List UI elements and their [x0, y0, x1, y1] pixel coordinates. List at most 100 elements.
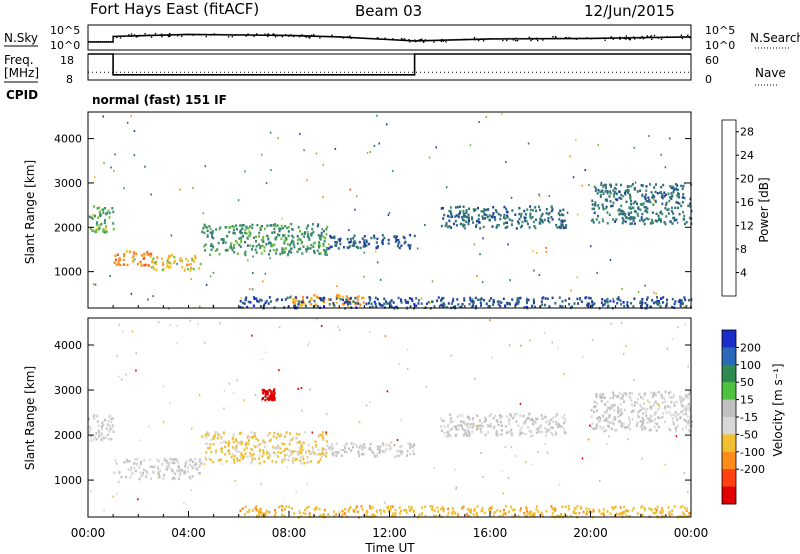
velocity-cell — [627, 510, 630, 513]
velocity-cell — [661, 507, 663, 510]
velocity-cell — [277, 432, 279, 436]
power-cell — [387, 214, 390, 216]
velocity-cell — [219, 458, 222, 461]
noise-point — [192, 34, 194, 36]
velocity-cell — [235, 450, 238, 453]
power-cell — [375, 305, 378, 308]
power-cell — [440, 207, 443, 210]
power-cell — [323, 305, 325, 308]
velocity-cell — [239, 457, 242, 460]
power-cell — [334, 244, 337, 247]
power-cell — [558, 218, 561, 221]
velocity-cell — [624, 509, 627, 512]
power-cell — [280, 237, 283, 241]
power-cell — [364, 245, 366, 248]
velocity-cell — [347, 509, 350, 512]
power-cell — [206, 229, 209, 233]
velocity-cell — [148, 425, 150, 428]
power-cell — [612, 298, 614, 300]
power-cell — [588, 302, 591, 305]
velocity-cell — [389, 505, 392, 508]
noise-point — [181, 35, 183, 38]
velocity-cell — [433, 467, 435, 470]
power-cell — [243, 252, 246, 255]
velocity-cell — [645, 411, 647, 414]
power-cell — [105, 230, 108, 233]
velocity-cell — [110, 438, 113, 441]
power-cell — [162, 263, 165, 266]
power-cell — [481, 281, 484, 284]
power-cell — [105, 212, 107, 216]
power-cell — [451, 215, 454, 218]
velocity-cell — [519, 414, 522, 417]
noise-scatter — [116, 32, 691, 43]
noise-point — [612, 38, 614, 40]
velocity-cell — [599, 416, 602, 420]
power-cell — [646, 296, 649, 299]
velocity-cell — [605, 411, 608, 414]
power-cell — [506, 216, 509, 219]
power-cell — [237, 199, 240, 202]
velocity-cell — [675, 413, 678, 416]
power-cell — [179, 188, 181, 191]
power-cell — [534, 305, 537, 309]
power-cell — [133, 154, 136, 157]
power-cell — [259, 228, 262, 231]
velocity-cell — [609, 404, 612, 407]
power-cell — [629, 193, 631, 196]
power-cell — [507, 243, 509, 246]
power-cell — [670, 206, 673, 209]
velocity-cell — [212, 437, 215, 441]
power-cell — [631, 222, 634, 225]
power-cell — [302, 245, 305, 248]
velocity-cell — [210, 450, 213, 454]
power-cell — [151, 259, 154, 262]
velocity-cell — [261, 455, 264, 458]
velocity-cell — [138, 439, 141, 442]
power-cell — [95, 227, 98, 231]
velocity-cell — [546, 451, 549, 454]
power-cell — [319, 252, 322, 255]
power-cell — [263, 227, 266, 231]
power-cell — [359, 303, 362, 306]
power-cell — [588, 184, 590, 187]
power-cell — [494, 209, 497, 212]
power-cell — [606, 222, 609, 225]
power-cell — [604, 184, 607, 187]
power-cell — [232, 228, 235, 232]
power-cell — [409, 233, 412, 237]
power-cell — [117, 262, 120, 266]
velocity-cell — [399, 445, 402, 449]
power-cell — [617, 209, 620, 212]
power-cell — [490, 215, 493, 218]
velocity-cell — [394, 508, 397, 512]
power-cell — [450, 302, 453, 305]
velocity-cell — [369, 449, 372, 452]
velocity-cell — [665, 411, 668, 414]
velocity-cell — [322, 436, 324, 440]
velocity-cell — [452, 507, 454, 510]
velocity-cell — [472, 424, 475, 427]
velocity-cell — [456, 512, 459, 516]
power-cell — [625, 216, 628, 219]
velocity-cell — [299, 511, 301, 515]
velocity-cell — [120, 378, 123, 381]
velocity-cell — [258, 457, 261, 461]
velocity-cell — [316, 318, 318, 321]
power-cell — [312, 230, 315, 234]
velocity-cell — [606, 417, 609, 420]
velocity-cell — [106, 433, 109, 437]
velocity-cell — [254, 394, 257, 397]
velocity-cell — [158, 475, 161, 478]
velocity-cell — [274, 508, 276, 512]
velocity-cell — [622, 422, 625, 426]
power-cell — [626, 301, 629, 304]
velocity-cell — [517, 514, 520, 518]
velocity-cell — [133, 466, 136, 470]
power-cell — [144, 165, 146, 168]
velocity-cell — [198, 465, 200, 469]
power-cell — [448, 219, 451, 223]
velocity-cell — [342, 449, 345, 452]
power-cell — [655, 302, 658, 305]
